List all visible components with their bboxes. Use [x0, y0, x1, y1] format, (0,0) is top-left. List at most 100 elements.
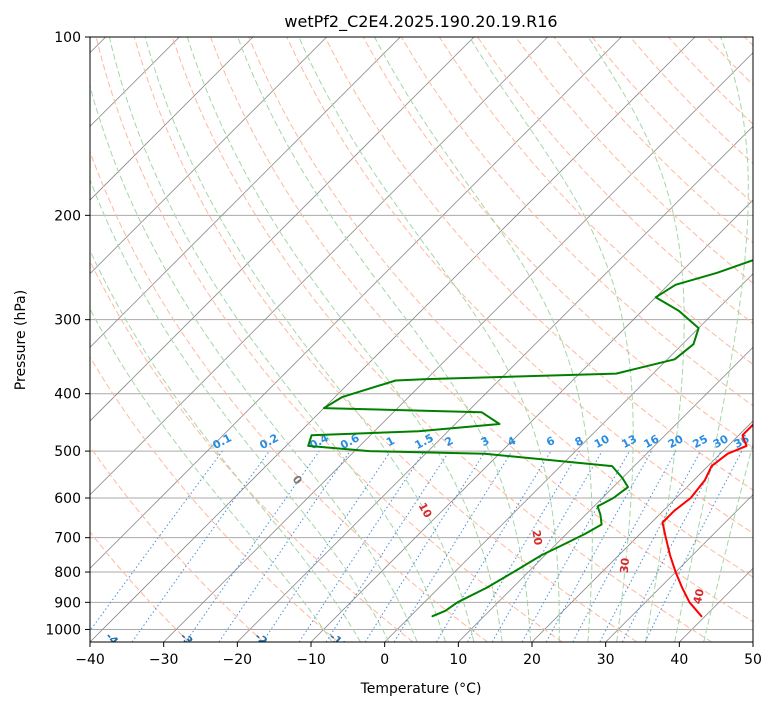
mixing-ratio-label: 10 — [592, 432, 612, 451]
y-tick-label: 800 — [54, 565, 81, 581]
mixing-ratio-line — [262, 450, 392, 642]
temperature-line — [661, 423, 753, 618]
dry-adiabat-line — [171, 37, 712, 642]
x-tick-label: 20 — [523, 652, 541, 668]
mixing-ratio-label: 16 — [642, 432, 662, 451]
dry-adiabat-line — [90, 259, 414, 642]
moist-adiabat-line — [90, 178, 390, 642]
moist-adiabat-label: 0 — [290, 473, 305, 487]
mixing-ratio-label: 13 — [619, 432, 639, 451]
moist-adiabat-line — [298, 37, 560, 642]
plot-frame — [89, 36, 754, 643]
axes: −40 −30 −20 −10 0 10 20 30 40 5010020030040050060… — [45, 30, 762, 668]
plot-area: 0.10.20.40.611.52346810131620253036-100-… — [90, 37, 753, 653]
dry-adiabat-line — [477, 37, 753, 325]
moist-adiabat-label: 20 — [529, 529, 544, 546]
dry-adiabat-line — [210, 37, 753, 623]
isotherm-line — [90, 37, 696, 642]
y-tick-label: 100 — [54, 30, 81, 46]
x-tick-label: 10 — [449, 652, 467, 668]
dry-adiabat-line — [438, 37, 753, 366]
mixing-ratio-label: 8 — [573, 434, 586, 449]
isotherm-line — [90, 37, 254, 201]
dry-adiabat-line — [248, 37, 753, 578]
moist-adiabat-line — [237, 37, 532, 642]
moist-adiabat-line — [90, 84, 418, 642]
mixing-ratio-label: 25 — [690, 432, 710, 451]
mixing-ratio-label: 1.5 — [413, 431, 436, 452]
moist-adiabat-line — [587, 37, 685, 642]
dry-adiabat-line — [133, 37, 638, 642]
x-tick-label: −10 — [296, 652, 326, 668]
isotherm-line — [605, 494, 753, 642]
mixing-ratio-label: 0.1 — [211, 431, 234, 452]
dry-adiabat-line — [553, 37, 753, 244]
isotherm-line — [531, 420, 753, 642]
mixing-ratio-line — [185, 450, 320, 642]
moist-adiabat-line — [674, 37, 749, 642]
dry-adiabat-line — [95, 37, 563, 642]
moist-adiabat-line — [186, 37, 503, 642]
mixing-ratio-label: 2 — [443, 434, 456, 449]
y-tick-label: 400 — [54, 387, 81, 403]
dry-adiabat-line — [90, 531, 190, 642]
x-axis-label: Temperature (°C) — [360, 681, 482, 697]
y-tick-label: 700 — [54, 531, 81, 547]
mixing-ratio-label: 30 — [711, 432, 731, 451]
dry-adiabat-label: -20 — [252, 630, 276, 653]
y-tick-label: 1000 — [45, 622, 81, 638]
y-tick-label: 600 — [54, 491, 81, 507]
dry-adiabat-line — [515, 37, 753, 284]
x-tick-label: 40 — [670, 652, 688, 668]
mixing-ratio-line — [218, 450, 351, 642]
mixing-ratio-line — [467, 450, 580, 642]
y-tick-label: 200 — [54, 208, 81, 224]
mixing-ratio-line — [545, 450, 653, 642]
moist-adiabat-label: 10 — [416, 501, 435, 521]
moist-adiabat-line — [108, 37, 446, 642]
mixing-ratio-line — [131, 450, 270, 642]
dewpoint-line — [307, 259, 753, 618]
mixing-ratio-label: 20 — [666, 432, 686, 451]
isotherm-line — [90, 37, 548, 496]
y-tick-label: 900 — [54, 595, 81, 611]
isotherm-line — [163, 52, 753, 642]
x-tick-label: −40 — [75, 652, 105, 668]
moist-adiabat-line — [90, 308, 333, 642]
mixing-ratio-line — [393, 450, 513, 642]
dry-adiabat-line — [90, 150, 488, 642]
x-tick-label: 50 — [744, 652, 762, 668]
isotherm-line — [384, 273, 753, 642]
isotherm-line — [90, 37, 327, 275]
dry-adiabat-line — [286, 37, 753, 534]
mixing-ratio-line — [521, 450, 630, 642]
dry-adiabat-label: -10 — [327, 630, 351, 653]
isotherm-line — [90, 37, 622, 569]
dry-adiabat-line — [90, 445, 264, 642]
dry-adiabat-line — [400, 37, 753, 407]
mixing-ratio-line — [572, 450, 677, 642]
moist-adiabat-label: 40 — [691, 587, 707, 605]
mixing-ratio-label: 6 — [544, 434, 557, 449]
isotherm-line — [752, 641, 753, 642]
dry-adiabat-line — [706, 37, 753, 86]
isotherm-line — [458, 346, 753, 642]
isotherm-line — [90, 37, 475, 422]
mixing-ratio-line — [644, 450, 743, 642]
x-tick-label: −30 — [149, 652, 179, 668]
dry-adiabat-line — [90, 356, 339, 642]
x-tick-label: 30 — [597, 652, 615, 668]
x-tick-label: −20 — [223, 652, 253, 668]
moist-adiabat-line — [90, 249, 362, 642]
dry-adiabat-label: -30 — [178, 630, 202, 653]
dry-adiabat-line — [668, 37, 753, 125]
chart-title: wetPf2_C2E4.2025.190.20.19.R16 — [284, 12, 557, 32]
moist-adiabat-label: 30 — [618, 557, 633, 574]
isotherm-line — [310, 199, 753, 642]
x-tick-label: 0 — [380, 652, 389, 668]
mixing-ratio-line — [435, 450, 552, 642]
y-axis-label: Pressure (hPa) — [13, 290, 29, 390]
mixing-ratio-label: 0.2 — [257, 431, 280, 452]
